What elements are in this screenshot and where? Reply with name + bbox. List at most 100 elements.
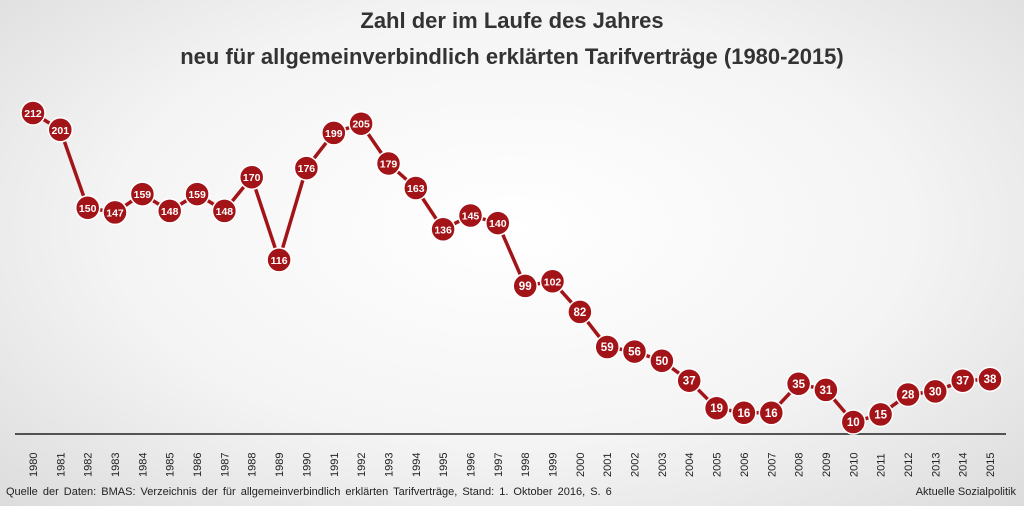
x-tick-label-2003: 2003	[657, 453, 669, 477]
x-tick-label-2000: 2000	[575, 453, 587, 477]
data-point-1997	[485, 210, 511, 236]
x-tick-label-1982: 1982	[83, 453, 95, 477]
x-tick-label-2014: 2014	[958, 453, 970, 477]
x-tick-label-2006: 2006	[739, 453, 751, 477]
data-point-1998	[512, 273, 538, 299]
data-point-2011	[867, 401, 894, 428]
data-point-1982	[74, 195, 101, 221]
data-label-1999: 102	[544, 276, 562, 288]
data-label-1994: 163	[407, 183, 425, 195]
data-label-2013: 30	[929, 386, 942, 398]
data-point-1981	[47, 117, 74, 143]
x-tick-label-2005: 2005	[712, 453, 724, 477]
x-tick-label-1989: 1989	[274, 453, 286, 477]
x-tick-label-2012: 2012	[903, 453, 915, 477]
data-label-1992: 205	[352, 119, 370, 131]
data-label-1987: 148	[216, 206, 234, 218]
data-point-2013	[922, 378, 949, 405]
x-tick-label-1990: 1990	[301, 453, 313, 477]
data-point-2009	[813, 377, 839, 403]
x-tick-label-1997: 1997	[493, 453, 505, 477]
data-point-1992	[348, 110, 374, 137]
data-label-1984: 159	[134, 189, 152, 201]
data-label-2015: 38	[984, 374, 997, 386]
data-point-2004	[676, 367, 702, 394]
x-tick-label-2015: 2015	[985, 453, 997, 477]
x-tick-label-2001: 2001	[602, 453, 614, 477]
data-label-2004: 37	[683, 376, 696, 388]
data-label-2001: 59	[601, 342, 614, 354]
x-tick-label-1993: 1993	[384, 453, 396, 477]
data-label-1985: 148	[161, 206, 179, 218]
data-label-1982: 150	[79, 203, 97, 215]
credit-note: Aktuelle Sozialpolitik	[915, 486, 1016, 498]
data-label-1986: 159	[188, 189, 206, 201]
data-point-2014	[949, 367, 976, 394]
data-label-2000: 82	[574, 307, 587, 319]
data-label-1997: 140	[489, 218, 507, 230]
data-label-1998: 99	[519, 281, 532, 293]
x-tick-label-2010: 2010	[848, 453, 860, 477]
data-label-1990: 176	[298, 163, 316, 175]
x-tick-label-2013: 2013	[930, 453, 942, 477]
data-point-2007	[758, 400, 785, 426]
data-point-1984	[129, 181, 156, 207]
data-label-1993: 179	[380, 159, 398, 171]
data-point-2001	[594, 334, 620, 360]
x-tick-label-1985: 1985	[165, 453, 177, 477]
data-label-1983: 147	[106, 207, 124, 219]
data-point-2008	[785, 371, 812, 397]
x-tick-label-2007: 2007	[766, 453, 778, 477]
x-tick-label-1998: 1998	[520, 453, 532, 477]
data-label-1995: 136	[434, 224, 452, 236]
data-label-2009: 31	[820, 385, 833, 397]
data-point-2002	[621, 338, 648, 365]
chart-title: Zahl der im Laufe des Jahres	[360, 8, 664, 33]
data-point-1996	[457, 202, 484, 229]
data-point-2006	[731, 400, 757, 426]
data-label-2005: 19	[710, 403, 723, 415]
x-tick-label-2011: 2011	[876, 453, 888, 477]
data-label-1989: 116	[271, 255, 288, 267]
x-tick-label-2004: 2004	[684, 453, 696, 477]
data-label-1980: 212	[24, 108, 42, 120]
data-point-2010	[840, 409, 867, 435]
data-point-2005	[703, 395, 730, 421]
x-tick-label-2002: 2002	[630, 453, 642, 477]
data-point-1985	[156, 198, 183, 224]
data-label-1981: 201	[52, 125, 70, 137]
data-point-1983	[102, 199, 128, 226]
data-label-2006: 16	[738, 408, 751, 420]
data-label-1996: 145	[462, 211, 480, 223]
data-label-2014: 37	[956, 376, 969, 388]
x-tick-label-1999: 1999	[548, 453, 560, 477]
data-point-1999	[539, 268, 566, 295]
data-point-2000	[567, 299, 593, 325]
data-point-2003	[649, 348, 675, 374]
x-tick-label-1988: 1988	[247, 453, 259, 477]
data-point-2015	[977, 366, 1003, 392]
x-tick-label-1983: 1983	[110, 453, 122, 477]
data-point-1980	[20, 100, 46, 126]
data-label-2012: 28	[902, 390, 915, 402]
data-label-1988: 170	[243, 172, 261, 184]
x-tick-label-2009: 2009	[821, 453, 833, 477]
data-point-2012	[895, 381, 921, 408]
data-point-1993	[375, 150, 402, 177]
data-label-2003: 50	[656, 356, 669, 368]
data-label-1991: 199	[325, 128, 343, 140]
x-tick-label-1981: 1981	[55, 453, 67, 477]
x-tick-label-1994: 1994	[411, 453, 423, 477]
data-point-1991	[321, 120, 347, 146]
data-label-2010: 10	[847, 417, 860, 429]
data-point-1989	[266, 247, 292, 273]
data-label-2011: 15	[874, 409, 887, 421]
x-tick-label-1995: 1995	[438, 453, 450, 477]
x-tick-label-1984: 1984	[137, 453, 149, 477]
data-point-1990	[293, 155, 320, 181]
x-tick-label-1996: 1996	[466, 453, 478, 477]
data-point-1988	[238, 164, 265, 190]
data-point-1994	[403, 175, 429, 201]
series-line	[32, 111, 991, 424]
data-point-1987	[211, 198, 238, 224]
